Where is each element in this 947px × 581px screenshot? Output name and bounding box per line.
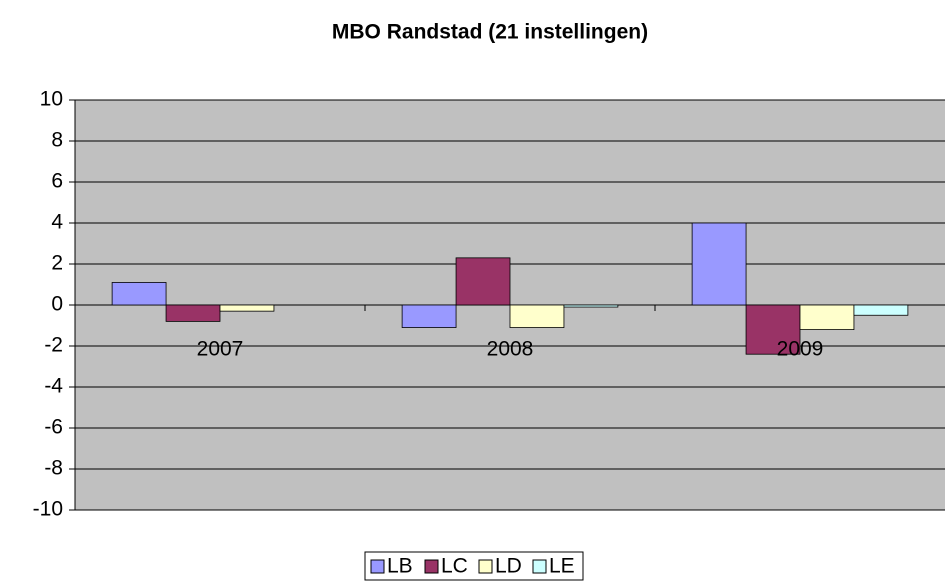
x-tick-label: 2008 xyxy=(487,338,534,361)
legend-swatch xyxy=(370,559,385,574)
bar xyxy=(111,282,167,306)
bar xyxy=(165,304,221,322)
legend-box xyxy=(364,551,584,581)
y-tick-label: -8 xyxy=(44,457,63,480)
y-tick-label: 2 xyxy=(51,252,63,275)
y-tick-label: 4 xyxy=(51,211,63,234)
bar xyxy=(509,304,565,328)
bar xyxy=(745,304,801,355)
bar xyxy=(799,304,855,331)
legend-label: LC xyxy=(441,555,468,578)
y-tick-label: -6 xyxy=(44,416,63,439)
y-tick-label: 6 xyxy=(51,170,63,193)
legend-label: LE xyxy=(549,555,575,578)
y-tick-label: -4 xyxy=(44,375,63,398)
x-tick-label: 2009 xyxy=(777,338,824,361)
y-tick-label: 8 xyxy=(51,129,63,152)
bar xyxy=(455,257,511,306)
bar xyxy=(853,304,909,316)
chart-title: MBO Randstad (21 instellingen) xyxy=(332,21,648,44)
y-tick-label: -2 xyxy=(44,334,63,357)
bar xyxy=(691,222,747,306)
legend-swatch xyxy=(532,559,547,574)
legend-label: LB xyxy=(387,555,413,578)
bar xyxy=(563,304,619,308)
y-tick-label: 10 xyxy=(40,88,63,111)
legend-label: LD xyxy=(495,555,522,578)
x-tick-label: 2007 xyxy=(197,338,244,361)
y-tick-label: 0 xyxy=(51,293,63,316)
bar xyxy=(219,304,275,312)
bar xyxy=(401,304,457,328)
y-tick-label: -10 xyxy=(33,498,63,521)
legend-swatch xyxy=(478,559,493,574)
legend-swatch xyxy=(424,559,439,574)
